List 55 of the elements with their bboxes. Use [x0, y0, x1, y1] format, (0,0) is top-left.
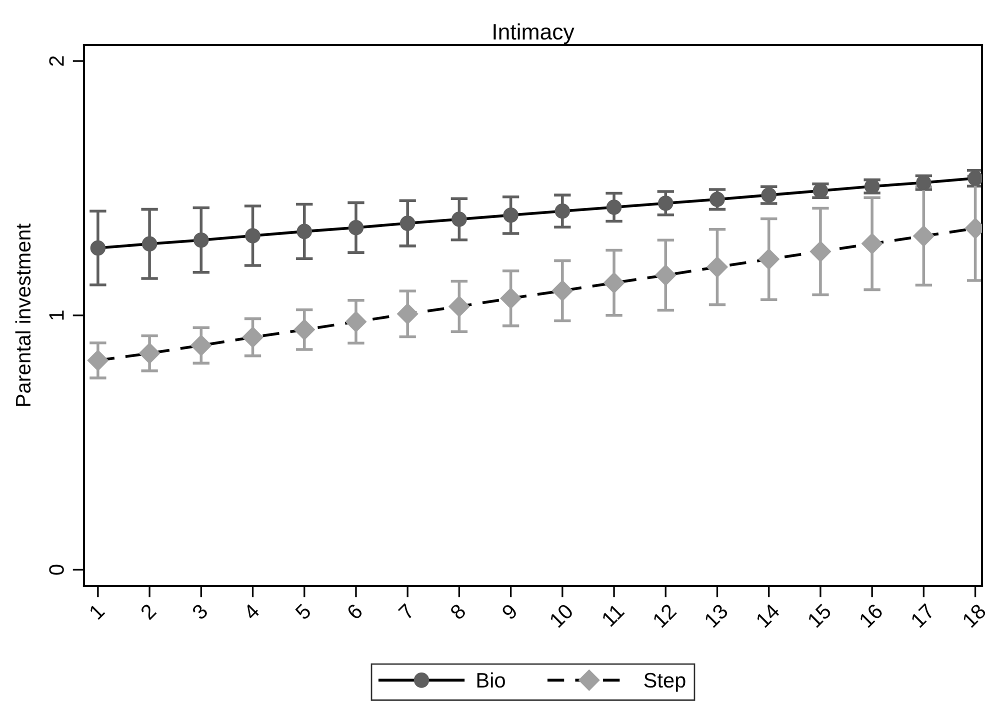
point — [604, 272, 625, 294]
x-tick-label: 16 — [858, 603, 884, 628]
point — [710, 192, 725, 208]
point — [400, 216, 416, 231]
point — [500, 288, 522, 309]
x-tick-label: 17 — [910, 603, 935, 628]
y-axis-title: Parental investment — [15, 224, 31, 406]
point — [452, 212, 467, 227]
point — [87, 350, 108, 371]
point — [706, 256, 728, 278]
point — [139, 342, 160, 364]
x-tick-label: 10 — [548, 602, 574, 628]
chart-title: Intimacy — [494, 23, 574, 44]
x-tick-label: 8 — [449, 603, 467, 620]
point — [296, 224, 312, 240]
point — [90, 240, 106, 256]
point — [142, 236, 158, 252]
legend-label: Bio — [477, 672, 505, 688]
point — [913, 226, 934, 247]
point — [503, 208, 518, 223]
x-tick-label: 1 — [88, 603, 106, 620]
x-tick-label: 9 — [500, 603, 518, 620]
x-tick-label: 4 — [242, 602, 260, 620]
point — [345, 311, 366, 332]
x-tick-label: 15 — [807, 603, 832, 628]
point — [655, 264, 676, 286]
point — [242, 326, 264, 348]
point — [194, 232, 209, 248]
y-tick-label: 2 — [49, 56, 64, 66]
point — [658, 196, 674, 211]
point — [552, 280, 573, 302]
point — [810, 241, 831, 262]
point — [448, 296, 470, 317]
legend-label: Step — [644, 672, 686, 692]
x-tick-label: 14 — [755, 602, 780, 628]
x-tick-label: 18 — [962, 603, 987, 628]
point — [758, 248, 780, 270]
x-tick-label: 12 — [652, 603, 677, 628]
x-tick-label: 7 — [398, 603, 415, 620]
x-tick-label: 3 — [191, 603, 209, 620]
x-tick-label: 5 — [294, 603, 312, 620]
y-tick-label: 0 — [49, 564, 64, 575]
point — [554, 203, 570, 219]
x-tick-label: 2 — [140, 603, 157, 620]
x-tick-label: 11 — [601, 603, 625, 627]
point — [397, 303, 418, 324]
point — [862, 233, 883, 254]
point — [190, 334, 212, 356]
point — [348, 220, 364, 236]
point — [245, 228, 260, 244]
x-tick-label: 6 — [346, 603, 364, 620]
point — [606, 200, 622, 215]
x-tick-label: 13 — [704, 603, 729, 628]
y-tick-label: 1 — [49, 310, 64, 320]
point — [294, 319, 315, 340]
